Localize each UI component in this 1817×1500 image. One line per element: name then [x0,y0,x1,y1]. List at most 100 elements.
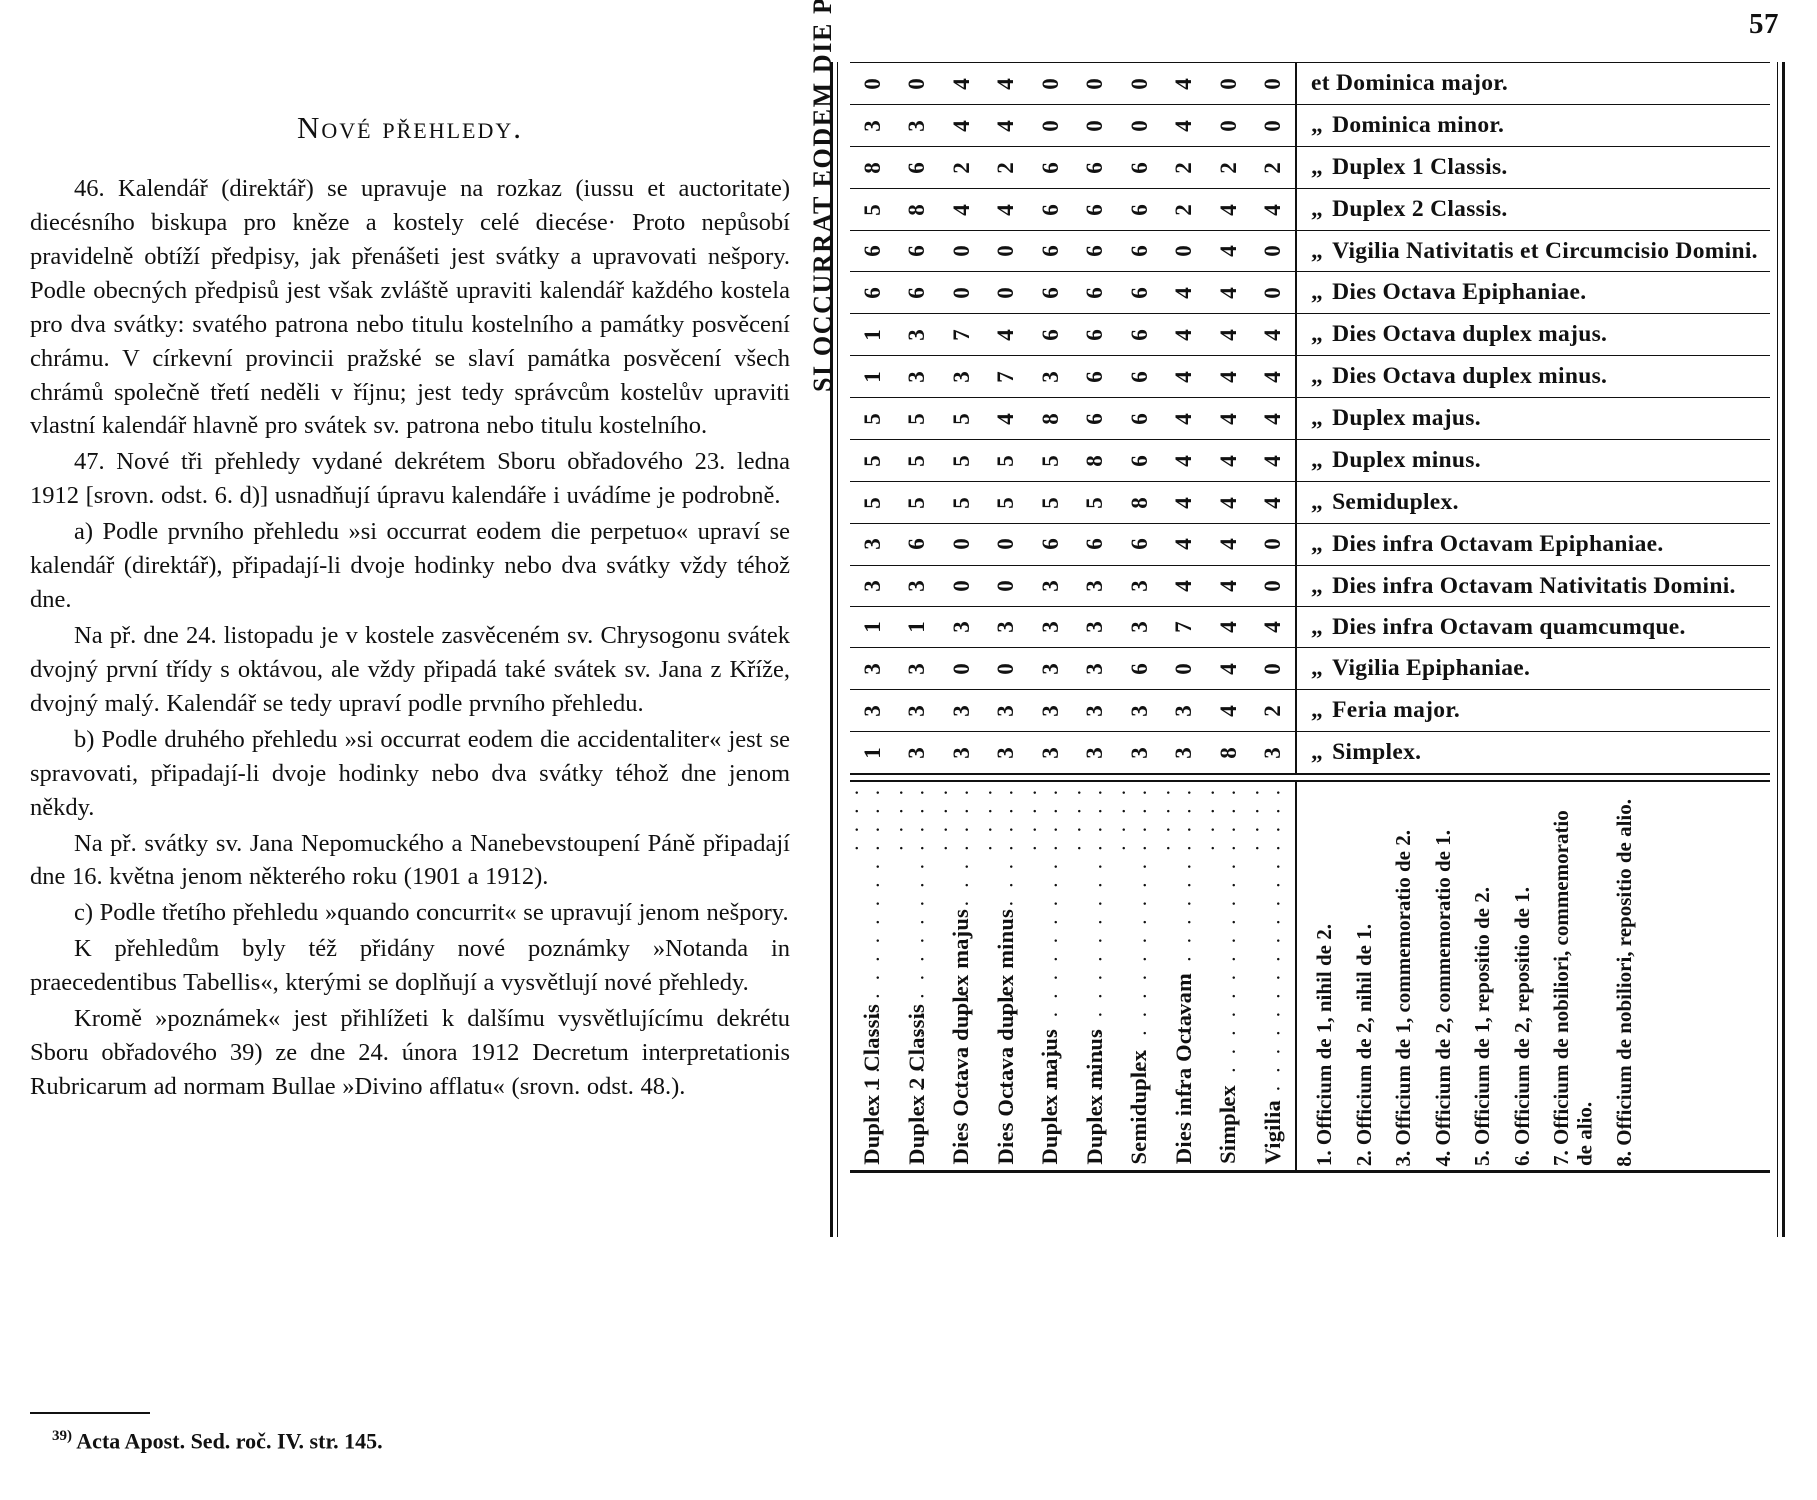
table-cell: 3 [859,119,885,132]
table-cell: 3 [903,119,929,132]
table-cell: 0 [948,287,974,299]
legend-item: 7. Officium de nobiliori, commemoratio d… [1549,810,1597,1167]
leader-dots: . . . . . . . . . . . . . . . . . . . . … [1073,790,1116,1114]
table-frame-right [1782,62,1785,1237]
table-cell: 4 [1259,413,1285,425]
table-column-header-text: Semiduplex [1126,1049,1152,1165]
table-cell: 5 [1037,455,1063,467]
table-cell: 0 [859,77,885,90]
table-row-label-text: Semiduplex. [1332,489,1459,516]
table-cell: 3 [1126,705,1152,717]
table-cell: 4 [1259,621,1285,633]
table-row-values: 5 5 5 5 5 8 6 4 4 4 [850,440,1295,481]
table-cell: 7 [1170,621,1196,633]
table-cell: 5 [859,203,885,216]
table-cell: 0 [1081,77,1107,90]
table-cell: 4 [1170,413,1196,425]
paragraph-47: 47. Nové tři přehledy vydané dekrétem Sb… [30,445,790,513]
table-cell: 4 [1170,371,1196,383]
table-row: 6 6 0 0 6 6 6 4 4 0 „ Dies Octava Epiphaniae. [850,272,1770,315]
table-cell: 0 [1259,119,1285,132]
paragraph-example-1-text: Na př. dne 24. listopadu je v kostele za… [30,621,790,717]
table-row-label: „ Vigilia Nativitatis et Circumcisio Domi… [1295,231,1770,272]
table-cell: 3 [1081,663,1107,675]
table-row-label: „ Dies infra Octavam quamcumque. [1295,606,1770,648]
legend-item: 2. Officium de 2, nihil de 1. [1351,924,1376,1167]
table-cell: 6 [1126,245,1152,257]
table-cell: 3 [903,705,929,717]
table-row-label: „ Duplex 1 Classis. [1295,147,1770,188]
table-row-label-text: Dominica minor. [1332,112,1505,138]
table-cell: 4 [948,77,974,90]
leader-dots: . . . . . . . . . . . . . . . . . . . . … [895,790,938,1114]
table-row-values: 8 6 2 2 6 6 6 2 2 2 [850,147,1295,188]
table-cell: 4 [1259,203,1285,216]
table-row: 3 3 4 4 0 0 0 4 0 0 „ Dominica minor. [850,105,1770,147]
table-cell: 2 [992,161,1018,174]
table-cell: 2 [1215,161,1241,174]
ditto-mark: „ [1311,363,1324,390]
table-column-header: . . . . . . . . . . . . . . . . . . . . … [1117,782,1162,1170]
table-row-label-text: et Dominica major. [1311,70,1509,96]
table-cell: 4 [1215,371,1241,383]
table-cell: 6 [1081,161,1107,174]
table-row-values: 5 5 5 5 5 5 8 4 4 4 [850,482,1295,523]
table-cell: 4 [1215,497,1241,509]
table-cell: 0 [1259,287,1285,299]
ditto-mark: „ [1311,739,1324,766]
table-cell: 6 [1126,287,1152,299]
table-row-values: 1 3 3 3 3 3 3 3 8 3 [850,732,1295,773]
table-row-values: 3 3 3 3 3 3 3 3 4 2 [850,690,1295,731]
table-row: 5 5 5 4 8 6 6 4 4 4 „ Duplex majus. [850,398,1770,441]
table-cell: 4 [1215,538,1241,551]
table-column-header: . . . . . . . . . . . . . . . . . . . . … [1251,782,1296,1170]
table-cell: 7 [992,371,1018,383]
footnote-text: Acta Apost. Sed. roč. IV. str. 145. [76,1428,383,1454]
table-cell: 3 [992,621,1018,633]
table-cell: 7 [948,329,974,341]
table-row: 8 6 2 2 6 6 6 2 2 2 „ Duplex 1 Classis. [850,147,1770,189]
table-row-label: et Dominica major. [1295,63,1770,104]
paragraph-c: c) Podle třetího přehledu »quando concur… [30,896,790,930]
table-cell: 2 [1170,203,1196,216]
table-row-label: „ Duplex minus. [1295,440,1770,482]
table-cell: 5 [859,455,885,467]
table-cell: 6 [1126,455,1152,467]
table-row-label-text: Vigilia Nativitatis et Circumcisio Domin… [1332,238,1758,264]
table-caption: SI OCCURRAT EODEM DIE PERPETUO. [808,0,837,392]
table-cell: 3 [1081,580,1107,592]
table-row: 3 3 0 0 3 3 3 4 4 0 „ Dies infra Octavam Nativitati… [850,565,1770,607]
table-cell: 5 [859,497,885,509]
table-cell: 3 [948,371,974,383]
table-cell: 0 [992,245,1018,257]
table-cell: 4 [992,413,1018,425]
table-column-header: . . . . . . . . . . . . . . . . . . . . … [1073,782,1118,1170]
table-cell: 3 [1126,747,1152,759]
leader-dots: . . . . . . . . . . . . . . . . . . . . … [1207,790,1250,1114]
occurrence-table: SI OCCURRAT EODEM DIE PERPETUO. 0 0 4 4 0 0 0 4… [808,0,1785,1237]
ditto-mark: „ [1311,321,1324,348]
article-column: Nové přehledy. 46. Kalendář (direktář) s… [30,110,790,1106]
table-cell: 8 [903,203,929,216]
table-cell: 3 [1126,621,1152,633]
table-cell: 0 [948,580,974,592]
table-cell: 3 [859,580,885,592]
table-cell: 5 [992,455,1018,467]
table-cell: 6 [903,538,929,551]
table-cell: 5 [1081,497,1107,509]
table-cell: 6 [1081,413,1107,425]
ditto-mark: „ [1311,279,1324,306]
table-column-header: . . . . . . . . . . . . . . . . . . . . … [1162,782,1207,1170]
table-cell: 0 [1259,538,1285,551]
table-row: 1 3 3 3 3 3 3 3 8 3 „ Simplex. [850,732,1770,775]
table-cell: 1 [859,621,885,633]
table-cell: 4 [1215,329,1241,341]
table-cell: 4 [1259,371,1285,383]
paragraph-a-text: a) Podle prvního přehledu »si occurrat e… [30,518,790,614]
table-cell: 5 [903,497,929,509]
leader-dots: . . . . . . . . . . . . . . . . . . . . … [1251,790,1294,1114]
table-row-values: 1 3 7 4 6 6 6 4 4 4 [850,314,1295,355]
table-cell: 5 [903,455,929,467]
table-cell: 8 [1081,455,1107,467]
table-column-header-text: Dies Octava duplex majus [948,908,974,1165]
